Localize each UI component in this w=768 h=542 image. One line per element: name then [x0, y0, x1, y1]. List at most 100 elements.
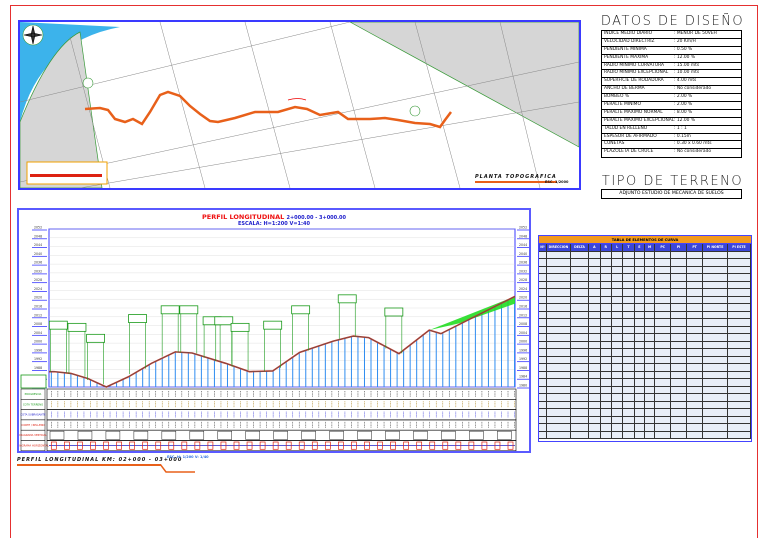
vertical-curve-cell — [245, 430, 260, 440]
table-row — [539, 304, 751, 312]
design-param-value: : No considerado — [674, 86, 712, 92]
horizontal-curve-mark — [181, 441, 188, 450]
horizontal-curve-mark — [429, 441, 436, 450]
elevation-label: 2036 — [519, 261, 527, 265]
elevation-label: 1992 — [34, 357, 42, 361]
profile-title-block: PERFIL LONGITUDINAL 2+000.00 - 3+000.00 … — [19, 213, 529, 227]
horizontal-curve-mark — [416, 441, 423, 450]
vertical-curve-cell — [49, 430, 65, 440]
horizontal-curve-mark — [285, 441, 292, 450]
horizontal-curve-mark — [168, 441, 175, 450]
elevation-label: 1988 — [519, 366, 527, 370]
plan-scale: ESC. 1/2000 — [545, 180, 569, 184]
band-label: DIAGRAMA HORIZONTAL — [19, 444, 49, 448]
vertical-curve-label — [214, 316, 234, 326]
design-param-label: PENDIENTE MINIMA — [604, 46, 647, 52]
design-param-label: PENDIENTE MAXIMA — [604, 54, 649, 60]
elevation-label: 2032 — [34, 269, 42, 273]
design-data-row: PERALTE MAXIMO NORMAL: 8.00 % — [602, 110, 741, 118]
design-param-label: ANCHO DE BERMA — [604, 86, 645, 92]
horizontal-curve-mark — [364, 441, 370, 450]
profile-title: PERFIL LONGITUDINAL — [202, 213, 285, 221]
graphic-scale — [26, 161, 108, 185]
legend-box — [20, 374, 47, 389]
design-param-label: BOMBEO % — [604, 94, 629, 100]
elevation-label: 1996 — [519, 348, 527, 352]
table-row — [539, 334, 751, 342]
design-data-row: VELOCIDAD DIRECTRIZ: 20 Km/H — [602, 39, 741, 47]
elevation-label: 2044 — [34, 243, 42, 247]
design-param-label: RADIO MINIMO CURVATURA — [604, 62, 664, 68]
horizontal-curve-mark — [390, 441, 396, 450]
elevation-label: 2004 — [34, 331, 42, 335]
vertical-curve-cell — [469, 430, 484, 440]
vertical-curve-label — [86, 333, 105, 343]
design-data-row: PERALTE MAXIMO EXCEPCIONAL: 12.00 % — [602, 118, 741, 126]
band-label: COTA SUBRASANTE — [20, 413, 46, 417]
band-label: CORTE / RELLENO — [21, 423, 44, 427]
table-row — [539, 319, 751, 327]
elevation-label: 2048 — [34, 234, 42, 238]
band-row — [46, 429, 517, 441]
datos-diseno-table: INDICE MEDIO DIARIO: MENOR DE 50VEH VELOC… — [601, 30, 742, 159]
horizontal-curve-mark — [50, 441, 57, 450]
design-data-row: PENDIENTE MAXIMA: 12.00 % — [602, 55, 741, 63]
horizontal-curve-mark — [494, 441, 501, 450]
table-row — [539, 379, 751, 387]
design-param-value: : 4.00 mts — [674, 78, 697, 84]
table-row — [539, 364, 751, 372]
vertical-curve-cell — [133, 430, 149, 440]
design-param-label: PERALTE MAXIMO EXCEPCIONAL — [604, 117, 674, 123]
vertical-curve-cell — [77, 430, 93, 440]
access-road — [287, 98, 307, 101]
table-row — [539, 371, 751, 379]
horizontal-curve-mark — [116, 441, 122, 450]
design-param-label: PERALTE MAXIMO NORMAL — [604, 109, 663, 115]
profile-drawing: 2052 2052 2048 2048 2044 2044 2040 2040 2036 2036… — [19, 226, 529, 451]
table-row — [539, 341, 751, 349]
column-header: Nº — [539, 244, 547, 251]
elevation-label: 2012 — [34, 313, 42, 317]
band-label: COTA TERRENO — [23, 402, 43, 406]
table-row — [539, 266, 751, 274]
horizontal-curve-mark — [324, 441, 331, 450]
design-param-label: VELOCIDAD DIRECTRIZ — [604, 38, 655, 44]
elevation-label: 1988 — [34, 366, 42, 370]
road-alignment — [84, 90, 452, 129]
curve-table-header: Nº DIRECCION DELTA Δ R L T E M PC PI PT PI NORTE PI E… — [539, 244, 751, 252]
vertical-curve-label — [230, 322, 250, 332]
band-row — [46, 409, 517, 421]
graphic-scale-bar — [30, 174, 102, 177]
horizontal-curve-mark — [233, 441, 240, 450]
bm-marker — [409, 105, 421, 117]
elevation-label: 2000 — [519, 340, 527, 344]
design-data-row: CUNETAS: 0.30 x 0.60 mts — [602, 141, 741, 150]
horizontal-curve-mark — [351, 441, 357, 450]
table-row — [539, 424, 751, 432]
horizontal-curve-mark — [220, 441, 227, 450]
elevation-label: 2040 — [519, 252, 527, 256]
horizontal-curve-mark — [103, 441, 109, 450]
design-param-label: PLAZOLETA DE CRUCE — [604, 149, 654, 155]
profile-footer-scale: ESC. H: 1/200 V: 1/40 — [167, 455, 209, 459]
design-param-label: INDICE MEDIO DIARIO — [604, 31, 653, 36]
vertical-curve-label — [128, 314, 147, 323]
horizontal-curve-mark — [468, 441, 475, 450]
elevation-label: 1996 — [34, 348, 42, 352]
design-param-label: SUPERFICIE DE RODADURA — [604, 78, 664, 84]
elevation-label: 2016 — [519, 305, 527, 309]
elevation-label: 2020 — [34, 296, 42, 300]
elevation-label: 2028 — [34, 278, 42, 282]
column-header: DELTA — [570, 244, 590, 251]
design-param-value: : 1 : 1 — [674, 125, 687, 131]
design-param-value: : 12.00 % — [674, 117, 696, 123]
horizontal-curve-mark — [90, 441, 96, 450]
elevation-label: 2024 — [519, 287, 527, 291]
horizontal-curve-mark — [64, 441, 70, 450]
column-header: R — [600, 244, 612, 251]
vertical-curve-cell — [385, 430, 400, 440]
design-param-value: : No considerado — [674, 149, 712, 155]
table-row — [539, 326, 751, 334]
column-header: PI ESTE — [728, 244, 751, 251]
elevation-label: 2044 — [519, 243, 527, 247]
